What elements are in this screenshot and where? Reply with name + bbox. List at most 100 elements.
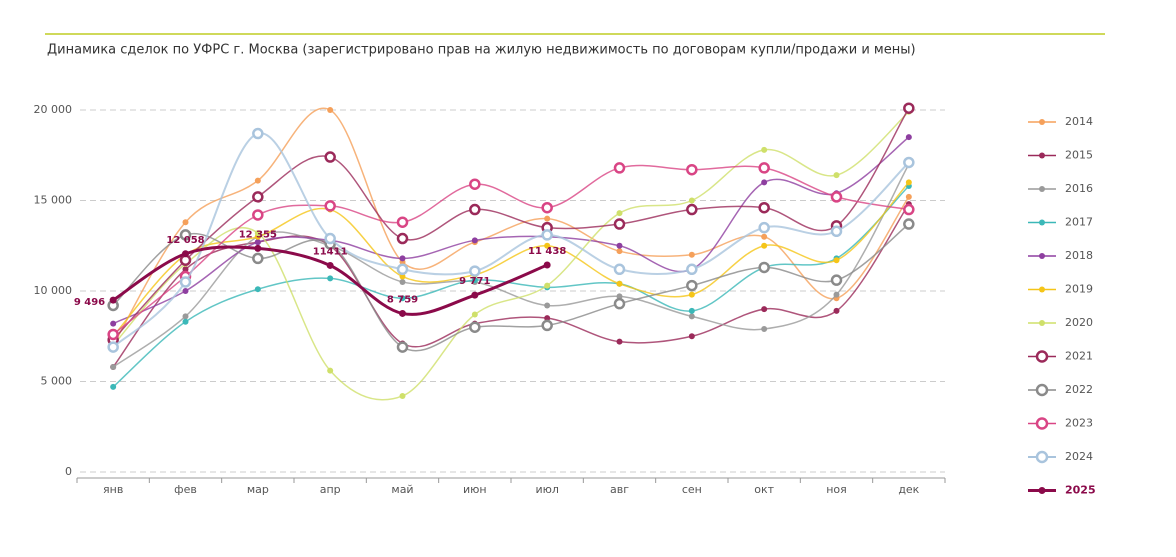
legend-label: 2016 [1065,182,1093,195]
point [905,193,912,200]
point [905,179,912,186]
point [471,237,478,244]
point [109,296,117,304]
legend-marker [1039,286,1045,293]
point [324,232,336,245]
point [613,218,626,230]
legend-marker [1039,320,1045,326]
x-tick-label: фев [174,483,197,496]
value-label: 9 496 [74,297,105,308]
legend-marker [1038,487,1046,494]
legend-label: 2025 [1065,484,1096,497]
y-tick-label: 0 [65,465,72,478]
point [903,156,915,169]
legend-label: 2024 [1065,450,1093,463]
point [324,200,336,212]
point [182,250,189,258]
point [544,315,551,322]
point [688,333,695,340]
point [399,278,406,285]
point [613,263,626,276]
point [324,151,336,163]
point [688,197,695,204]
point [761,233,768,240]
legend-label: 2014 [1065,115,1093,128]
legend-label: 2015 [1065,149,1093,162]
point [182,288,189,294]
legend-marker [1039,119,1045,125]
legend-marker [1039,219,1045,226]
point [399,392,406,399]
point [471,291,479,299]
point [471,311,478,318]
point [399,309,406,317]
value-label: 12 058 [166,235,204,246]
point [541,201,553,214]
series-line [112,107,910,346]
point [830,225,843,238]
x-tick-label: дек [898,483,919,496]
point [688,291,695,298]
legend-label: 2019 [1065,283,1093,296]
point [833,307,840,314]
point [327,275,334,282]
point [616,248,623,255]
point [830,191,843,203]
point [761,326,768,333]
point [686,203,698,216]
point [252,191,264,203]
point [688,251,695,258]
point [327,107,334,113]
x-tick-label: авг [610,483,629,496]
value-label: 11411 [313,246,348,257]
point [179,276,192,288]
point [833,172,840,179]
legend-marker [1039,253,1045,259]
point [541,229,553,241]
point [327,367,334,374]
point [396,263,409,276]
point [616,280,623,287]
chart-title: Динамика сделок по УФРС г. Москва (зарег… [47,43,916,58]
point [541,319,553,332]
point [179,229,192,241]
series-line [112,223,910,352]
point [544,215,551,222]
y-tick-label: 20 000 [34,103,73,116]
x-tick-label: янв [103,483,123,496]
legend-marker [1035,450,1049,464]
point [182,318,189,325]
point [544,302,551,309]
point [616,242,623,249]
point [903,203,915,216]
point [399,255,406,262]
series-line [112,185,910,388]
point [182,313,189,320]
point [758,201,770,214]
point [833,257,840,264]
legend-marker [1035,350,1049,363]
point [182,219,189,226]
value-label: 11 438 [528,246,566,257]
point [396,341,409,353]
point [688,307,695,314]
point [254,230,261,237]
point [543,261,551,269]
point [471,277,478,284]
point [326,261,334,269]
point [252,209,264,221]
x-tick-label: окт [754,483,774,496]
point [469,265,481,277]
point [254,177,261,184]
point [469,321,481,333]
point [616,293,623,300]
point [686,263,698,276]
point [252,127,264,140]
legend-marker [1035,383,1049,397]
point [686,163,698,176]
point [110,320,117,327]
series-line [112,136,910,325]
point [903,218,915,230]
point [833,291,840,298]
